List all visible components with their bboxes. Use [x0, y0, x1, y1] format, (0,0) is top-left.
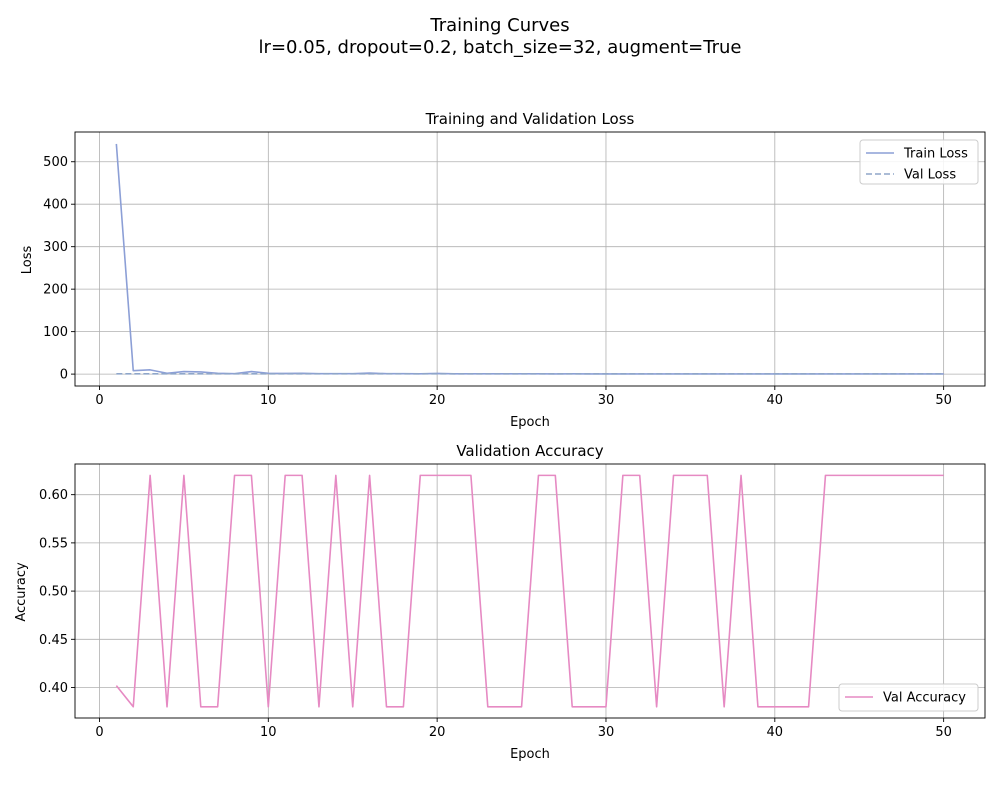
accuracy-ytick-label: 0.45 [39, 633, 68, 648]
suptitle-params: lr=0.05, dropout=0.2, batch_size=32, aug… [259, 37, 742, 58]
loss-legend-label-1: Val Loss [904, 168, 956, 183]
loss-series-0-line [115, 143, 944, 375]
accuracy-xtick-label: 40 [767, 725, 784, 740]
accuracy-legend-box [838, 683, 979, 712]
loss-legend-box [859, 139, 979, 185]
accuracy-xtick-label: 20 [429, 725, 446, 740]
accuracy-axes: Validation Accuracy Epoch Accuracy 0 10 20… [14, 442, 986, 762]
accuracy-xtick-label: 50 [935, 725, 952, 740]
loss-ytick-label: 500 [43, 155, 68, 170]
loss-ytick-label: 300 [43, 240, 68, 255]
accuracy-ytick-label: 0.60 [39, 488, 68, 503]
loss-xtick-label: 10 [260, 393, 277, 408]
suptitle-main: Training Curves [429, 15, 569, 36]
loss-axes: Training and Validation Loss Epoch Loss … [20, 110, 986, 430]
accuracy-legend-label-0: Val Accuracy [883, 691, 966, 706]
loss-xtick-label: 0 [95, 393, 103, 408]
loss-frame [74, 131, 986, 387]
accuracy-ytick-label: 0.50 [39, 585, 68, 600]
accuracy-xtick-label: 0 [95, 725, 103, 740]
accuracy-xtick-label: 30 [598, 725, 615, 740]
loss-xtick-label: 20 [429, 393, 446, 408]
accuracy-ytick-label: 0.40 [39, 681, 68, 696]
loss-xtick-label: 30 [598, 393, 615, 408]
accuracy-ylabel: Accuracy [14, 562, 29, 622]
loss-ytick-label: 100 [43, 325, 68, 340]
accuracy-series-0-line [115, 474, 944, 708]
accuracy-xtick-label: 10 [260, 725, 277, 740]
loss-legend-label-0: Train Loss [903, 147, 968, 162]
accuracy-ytick-label: 0.55 [39, 536, 68, 551]
loss-title: Training and Validation Loss [425, 110, 635, 128]
loss-ytick-label: 400 [43, 198, 68, 213]
loss-xtick-label: 40 [767, 393, 784, 408]
loss-ytick-label: 200 [43, 283, 68, 298]
loss-ytick-label: 0 [60, 368, 68, 383]
loss-ylabel: Loss [20, 246, 35, 275]
accuracy-title: Validation Accuracy [456, 442, 603, 460]
accuracy-xlabel: Epoch [510, 747, 550, 762]
loss-xlabel: Epoch [510, 415, 550, 430]
loss-xtick-label: 50 [935, 393, 952, 408]
